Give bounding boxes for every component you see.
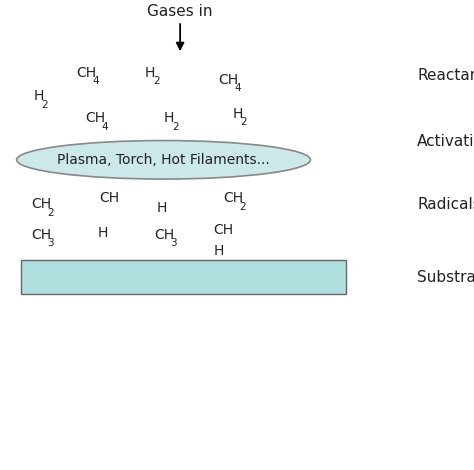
Text: 2: 2 xyxy=(47,208,54,218)
Text: H: H xyxy=(145,66,155,80)
Text: 2: 2 xyxy=(240,117,247,127)
Text: H: H xyxy=(213,244,224,258)
Text: Plasma, Torch, Hot Filaments...: Plasma, Torch, Hot Filaments... xyxy=(57,153,270,167)
Text: CH: CH xyxy=(31,228,51,242)
Text: H: H xyxy=(33,89,44,103)
Text: 2: 2 xyxy=(239,202,246,212)
Text: 2: 2 xyxy=(172,122,178,132)
Text: 2: 2 xyxy=(153,76,159,86)
Text: CH: CH xyxy=(100,191,119,205)
Text: CH: CH xyxy=(223,191,243,205)
Ellipse shape xyxy=(17,141,310,179)
Text: CH: CH xyxy=(213,223,233,237)
Text: H: H xyxy=(232,107,243,121)
Text: H: H xyxy=(164,111,174,125)
Text: CH: CH xyxy=(218,73,238,87)
Text: Reactants: Reactants xyxy=(417,68,474,83)
Text: CH: CH xyxy=(85,111,105,125)
Text: Radicals: Radicals xyxy=(417,197,474,212)
Text: 3: 3 xyxy=(47,238,54,249)
Text: CH: CH xyxy=(154,228,174,242)
Text: 2: 2 xyxy=(42,100,48,110)
Bar xyxy=(21,260,346,294)
Text: Substrate: Substrate xyxy=(417,270,474,285)
Text: CH: CH xyxy=(76,66,96,80)
Text: H: H xyxy=(97,226,108,240)
Text: 4: 4 xyxy=(92,76,99,86)
Text: CH: CH xyxy=(31,197,51,212)
Text: 4: 4 xyxy=(102,122,109,132)
Text: H: H xyxy=(156,201,167,215)
Text: 3: 3 xyxy=(171,238,177,249)
Text: Gases in: Gases in xyxy=(147,4,213,19)
Text: 4: 4 xyxy=(235,83,241,94)
Text: Activation: Activation xyxy=(417,133,474,149)
